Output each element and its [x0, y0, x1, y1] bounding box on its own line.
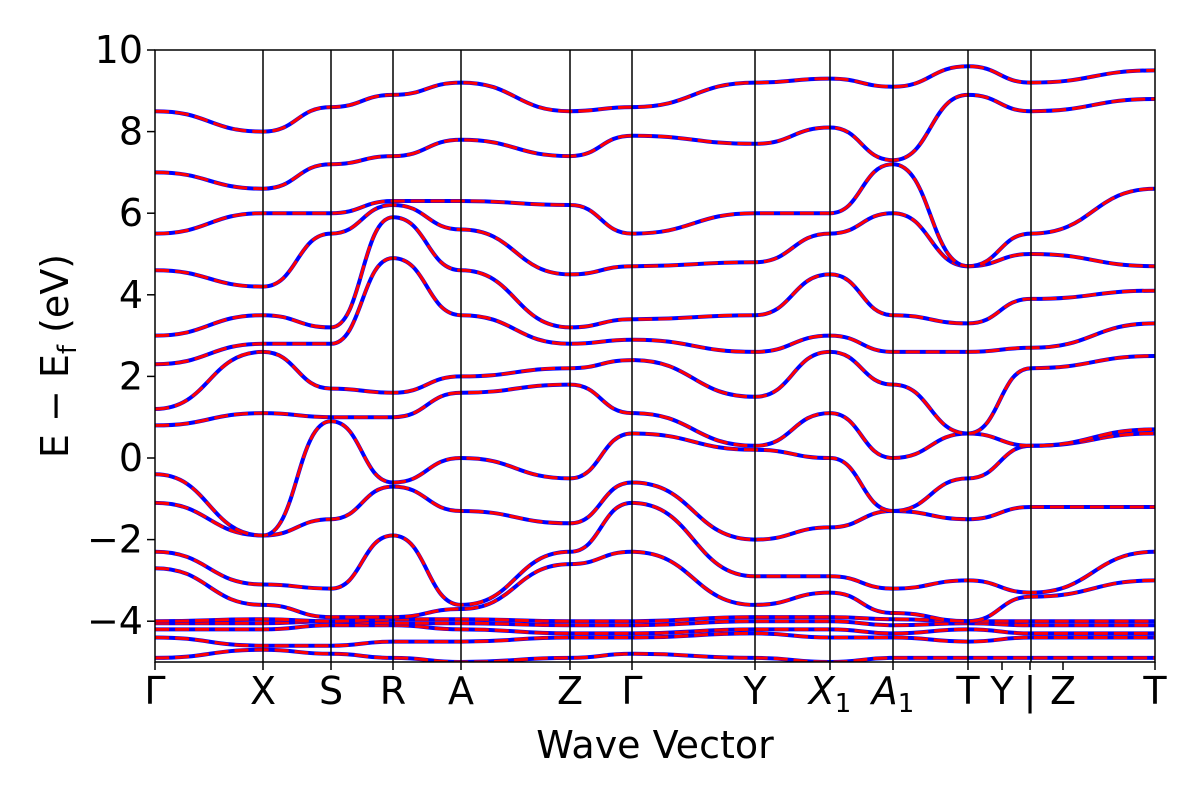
y-axis-ticks: −4 −2 0 2 4 6 8 10: [87, 28, 155, 643]
band-9-overlay: [155, 383, 1155, 460]
y-tick-label-0: −4: [87, 599, 143, 643]
x-tick-label-7: Y: [742, 669, 767, 713]
x-tick-label-6: Γ: [621, 669, 642, 713]
x-tick-label-1: X: [250, 669, 276, 713]
x-axis-ticks: Γ X S R A Z Γ Y X1 A1 T Y | Z T: [144, 662, 1167, 719]
y-axis-label-sub: f: [53, 344, 83, 354]
y-axis-label-main: E − E: [33, 354, 77, 458]
band-12-reference: [155, 215, 1155, 338]
band-10-overlay: [155, 350, 1155, 436]
y-tick-label-6: 8: [119, 110, 143, 154]
x-tick-label-12: |: [1024, 669, 1037, 714]
y-tick-label-2: 0: [119, 436, 143, 480]
band-1-overlay: [155, 631, 1155, 648]
band-11-reference: [155, 256, 1155, 367]
band-2-overlay: [155, 623, 1155, 635]
x-tick-label-3: R: [380, 669, 406, 713]
band-7-reference: [155, 480, 1155, 542]
band-9-reference: [155, 382, 1155, 461]
x-tick-label-8: X1: [807, 669, 852, 719]
plot-area: [154, 49, 1156, 663]
y-tick-label-1: −2: [87, 518, 143, 562]
bands-layer: [155, 64, 1155, 662]
y-tick-label-3: 2: [119, 354, 143, 398]
x-tick-label-14: T: [1142, 669, 1167, 713]
band-10-reference: [155, 349, 1155, 436]
x-tick-label-13: Z: [1050, 669, 1076, 713]
x-tick-label-11: Y: [989, 669, 1014, 713]
x-tick-label-4: A: [448, 669, 474, 713]
y-tick-label-4: 4: [119, 273, 143, 317]
plot-frame: [154, 49, 1156, 663]
y-axis-label: E − Ef (eV): [33, 254, 83, 458]
band-14-overlay: [155, 162, 1155, 268]
band-3-overlay: [155, 619, 1155, 627]
x-tick-label-10: T: [955, 669, 980, 713]
band-15-reference: [155, 92, 1155, 191]
band-15-overlay: [155, 93, 1155, 191]
y-axis-label-unit: (eV): [33, 254, 77, 345]
x-tick-label-5: Z: [557, 669, 583, 713]
band-16-reference: [155, 64, 1155, 134]
y-tick-label-5: 6: [119, 191, 143, 235]
x-tick-label-2: S: [319, 669, 343, 713]
x-tick-label-0: Γ: [144, 669, 165, 713]
band-8-reference: [155, 419, 1155, 538]
high-symmetry-lines: [262, 50, 1032, 662]
x-axis-label: Wave Vector: [536, 723, 774, 767]
y-tick-label-7: 10: [95, 28, 143, 72]
band-8-overlay: [155, 419, 1155, 538]
x-tick-label-9: A1: [869, 669, 915, 719]
